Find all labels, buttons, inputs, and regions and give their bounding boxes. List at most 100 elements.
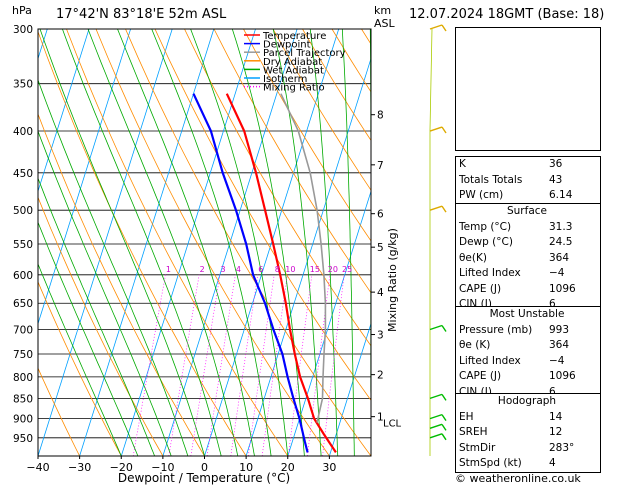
isotherm	[0, 29, 6, 456]
wind-barb-flag	[441, 126, 447, 134]
km-label: 8	[377, 110, 384, 122]
wind-barb-flag	[441, 325, 447, 332]
legend-label: Wet Adiabat	[263, 65, 324, 76]
x-tick-label: 10	[239, 461, 253, 474]
mixing-ratio-line	[132, 274, 166, 456]
sounding-series	[192, 93, 337, 454]
x-tick-label: −10	[151, 461, 174, 474]
pressure-tick-label: 550	[13, 239, 33, 251]
hodo-row: SREH 12	[459, 426, 563, 438]
mixing-ratio-line	[261, 274, 288, 456]
surface-row: CAPE (J) 1096	[459, 282, 576, 295]
isotherm	[287, 189, 371, 456]
legend-label: Mixing Ratio	[263, 83, 325, 94]
mixing-ratio-label: 20	[328, 265, 338, 274]
legend-label: Parcel Trajectory	[263, 48, 346, 59]
isotherm	[162, 29, 298, 456]
x-tick-label: −20	[110, 461, 133, 474]
pressure-tick-label: 450	[13, 168, 33, 180]
dry-adiabat	[213, 29, 371, 294]
dry-adiabat	[38, 367, 80, 456]
surface-row: Dewp (°C) 24.5	[459, 236, 573, 248]
wind-barb	[429, 24, 443, 30]
mixing-ratio-line	[206, 274, 236, 456]
mixing-ratio-label: 6	[258, 265, 263, 274]
hodograph-table: Hodograph EH 14 SREH 12 StmDir 283° StmSpd …	[455, 393, 601, 473]
x-tick-label: 30	[322, 461, 336, 474]
wind-barb-flag	[441, 205, 447, 213]
wind-barb	[429, 413, 443, 420]
dry-adiabat	[272, 29, 371, 191]
dry-adiabat	[154, 29, 371, 401]
legend-label: Isotherm	[263, 74, 307, 85]
hpa-unit: hPa	[12, 4, 32, 17]
pressure-tick-label: 950	[13, 433, 33, 445]
wind-barb	[429, 126, 443, 132]
mu-row: Lifted Index −4	[459, 354, 565, 367]
mixing-ratio-line	[190, 274, 221, 456]
km-label: 7	[377, 160, 384, 172]
wet-adiabat	[39, 29, 205, 456]
wet-adiabat	[272, 29, 322, 456]
hodograph-box	[455, 27, 601, 151]
wind-barb	[429, 205, 443, 211]
hodograph-title: Hodograph	[497, 395, 557, 407]
mixing-ratio-line	[322, 274, 345, 456]
pressure-tick-label: 300	[13, 24, 33, 36]
km-label: 4	[377, 287, 384, 299]
pressure-tick-label: 600	[13, 270, 33, 282]
dry-adiabat	[243, 29, 371, 242]
x-tick-label: −30	[68, 461, 91, 474]
x-tick-label: 20	[281, 461, 295, 474]
mu-row: θe (K) 364	[459, 339, 570, 351]
asl-unit: ASL	[374, 17, 395, 30]
wind-barb-flag	[441, 24, 447, 32]
surface-box: Surface Temp (°C) 31.3 Dewp (°C) 24.5 θe(K…	[455, 203, 601, 314]
wind-barb-flag	[441, 393, 447, 401]
mixing-ratio-line	[168, 274, 200, 456]
wet-adiabat	[38, 177, 155, 456]
pressure-tick-label: 850	[13, 393, 33, 405]
pressure-tick-label: 700	[13, 325, 33, 337]
dry-adiabat	[38, 196, 164, 456]
mu-row: CAPE (J) 1096	[459, 370, 576, 382]
mixing-ratio-label: 25	[342, 265, 352, 274]
wind-barbs	[429, 24, 447, 456]
indices-box: K 36 Totals Totals 43 PW (cm) 6.14	[455, 156, 601, 205]
wet-adiabat	[38, 221, 139, 456]
km-label: 2	[377, 370, 384, 382]
copyright: © weatheronline.co.uk	[455, 472, 581, 485]
mu-row: Pressure (mb) 993	[459, 323, 570, 336]
mixing-ratio-label: 2	[200, 265, 205, 274]
location-title: 17°42'N 83°18'E 52m ASL	[56, 7, 227, 22]
surface-row: Temp (°C) 31.3	[459, 220, 573, 233]
km-label: 1	[377, 412, 384, 424]
pressure-tick-label: 350	[13, 79, 33, 91]
dry-adiabat	[598, 29, 629, 456]
index-row-k: K 36	[459, 158, 563, 170]
wet-adiabat	[38, 78, 189, 456]
wind-barb-flag	[441, 423, 447, 431]
wind-barb-flag	[441, 433, 447, 441]
legend-label: Dewpoint	[263, 40, 311, 51]
mixing-ratio-line	[247, 274, 275, 456]
background-lines	[0, 29, 629, 456]
isotherm	[245, 57, 371, 456]
most-unstable-title: Most Unstable	[489, 308, 565, 320]
wet-adiabat	[38, 130, 172, 456]
mixing-ratio-line	[230, 274, 259, 456]
km-label: 5	[377, 242, 384, 254]
wind-barb	[429, 433, 443, 439]
wet-adiabat	[62, 29, 222, 456]
dry-adiabat	[66, 29, 289, 456]
most-unstable-box: Most Unstable Pressure (mb) 993 θe (K) 364…	[455, 306, 601, 401]
wet-adiabat	[231, 29, 305, 456]
hodo-row: EH 14	[459, 410, 563, 423]
wet-adiabat	[117, 29, 255, 456]
pressure-tick-label: 800	[13, 372, 33, 384]
x-tick-label: −40	[26, 461, 49, 474]
datetime-title: 12.07.2024 18GMT (Base: 18)	[409, 7, 605, 22]
isotherm	[204, 29, 340, 456]
